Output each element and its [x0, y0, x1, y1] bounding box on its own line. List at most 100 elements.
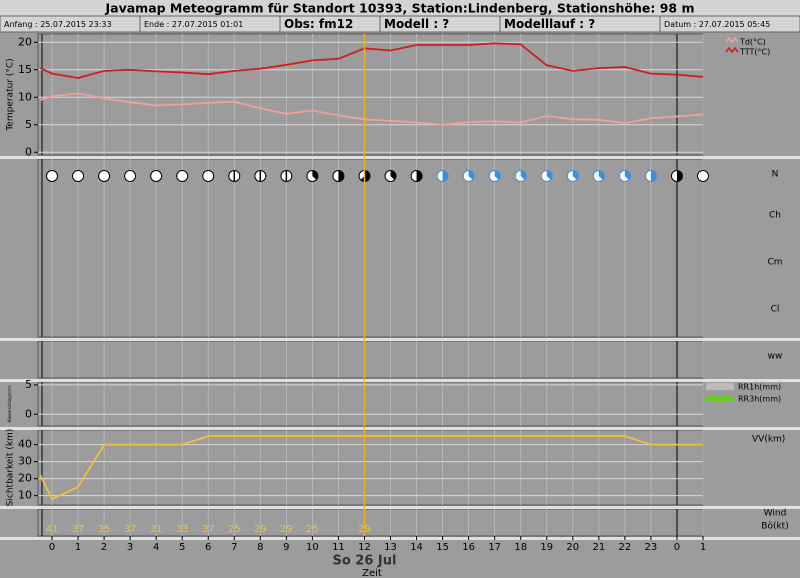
- separator: [0, 338, 800, 341]
- legend-label: RR3h(mm): [738, 395, 781, 404]
- x-tick-label: 14: [410, 542, 423, 553]
- gust-label: 25: [306, 524, 319, 535]
- ww-label: ww: [768, 352, 783, 362]
- cloud-fill: [624, 170, 631, 180]
- x-tick-label: 16: [462, 542, 475, 553]
- x-tick-label: 1: [700, 542, 706, 553]
- gust-label: 41: [46, 524, 59, 535]
- x-tick-label: 0: [674, 542, 680, 553]
- cloud-fill: [676, 170, 683, 182]
- panel: [37, 340, 704, 379]
- cloud-cover: [98, 170, 111, 182]
- title: Javamap Meteogramm für Standort 10393, S…: [105, 1, 695, 16]
- x-tick-label: 8: [257, 542, 263, 553]
- x-tick-label: 2: [101, 542, 107, 553]
- cloud-circle: [202, 170, 215, 182]
- info-cell: Datum : 27.07.2015 05:45: [664, 20, 770, 29]
- legend-swatch: [725, 36, 739, 44]
- panel: [37, 33, 704, 156]
- gust-label: 37: [124, 524, 137, 535]
- gust-label: 31: [150, 524, 163, 535]
- cloud-fill: [520, 170, 527, 180]
- cloud-row-label: Cm: [767, 258, 782, 268]
- y-tick-label: 5: [25, 378, 32, 391]
- gust-label: 25: [228, 524, 241, 535]
- x-tick-label: 12: [358, 542, 371, 553]
- cloud-fill: [360, 170, 370, 182]
- cloud-cover: [228, 170, 241, 182]
- cloud-cover: [514, 170, 527, 182]
- title-bar: [0, 0, 800, 16]
- cloud-fill: [390, 170, 397, 180]
- cloud-fill: [468, 170, 475, 180]
- info-cell: Ende : 27.07.2015 01:01: [144, 20, 243, 29]
- separator: [0, 379, 800, 382]
- wind-label: Wind: [764, 509, 787, 519]
- cloud-cover: [670, 170, 683, 182]
- cloud-circle: [176, 170, 189, 182]
- cloud-circle: [72, 170, 85, 182]
- gust-label: 37: [72, 524, 85, 535]
- cloud-cover: [72, 170, 85, 182]
- legend-label: Td(°C): [739, 38, 766, 47]
- cloud-fill: [598, 170, 605, 180]
- legend-swatch: [706, 383, 734, 390]
- info-cell: Modelllauf : ?: [504, 17, 595, 31]
- cloud-fill: [338, 170, 344, 182]
- cloud-fill: [650, 170, 657, 182]
- legend-label: RR1h(mm): [738, 383, 781, 392]
- cloud-fill: [572, 170, 579, 180]
- gust-label: 35: [98, 524, 111, 535]
- cloud-cover: [540, 170, 553, 182]
- cloud-cover: [384, 170, 397, 182]
- cloud-row-label: Ch: [769, 211, 781, 221]
- cloud-cover: [176, 170, 189, 182]
- cloud-row-label: N: [772, 170, 779, 180]
- legend-swatch: [706, 395, 734, 402]
- x-tick-label: 9: [283, 542, 289, 553]
- y-tick-label: 10: [18, 90, 32, 103]
- info-cell: Obs: fm12: [284, 17, 353, 31]
- x-tick-label: 4: [153, 542, 159, 553]
- y-tick-label: 30: [18, 455, 32, 468]
- y-tick-label: 5: [25, 118, 32, 131]
- legend-label: TTT(°C): [739, 48, 770, 57]
- info-cell: Anfang : 25.07.2015 23:33: [4, 20, 112, 29]
- wind-label: Bö(kt): [761, 522, 788, 532]
- y-axis-label: Niederschlag(mm): [7, 385, 12, 422]
- cloud-cover: [618, 170, 631, 182]
- cloud-cover: [410, 170, 423, 182]
- legend-label: VV(km): [752, 435, 785, 445]
- separator: [0, 427, 800, 430]
- cloud-circle: [150, 170, 163, 182]
- cloud-cover: [202, 170, 215, 182]
- x-tick-label: 1: [75, 542, 81, 553]
- panel: [37, 429, 704, 506]
- cloud-cover: [462, 170, 475, 182]
- legend-swatch: [725, 46, 739, 54]
- y-tick-label: 15: [18, 63, 32, 76]
- cloud-cover: [697, 170, 709, 182]
- x-tick-label: 23: [645, 542, 658, 553]
- x-tick-label: 3: [127, 542, 133, 553]
- cloud-cover: [436, 170, 449, 182]
- info-bar: [0, 15, 800, 33]
- x-tick-label: 19: [540, 542, 553, 553]
- cloud-fill: [546, 170, 553, 180]
- cloud-fill: [416, 170, 423, 182]
- x-tick-label: 15: [436, 542, 449, 553]
- gust-label: 37: [202, 524, 215, 535]
- cloud-circle: [124, 170, 137, 182]
- cloud-circle: [46, 170, 58, 182]
- cloud-cover: [46, 170, 58, 182]
- y-axis-label: Sichtbarkeit (km): [6, 429, 16, 507]
- cloud-fill: [442, 170, 449, 182]
- x-tick-label: 20: [566, 542, 579, 553]
- cloud-cover: [124, 170, 137, 182]
- y-tick-label: 0: [25, 407, 32, 420]
- x-tick-label: 17: [488, 542, 501, 553]
- x-tick-label: 10: [306, 542, 319, 553]
- cloud-cover: [254, 170, 267, 182]
- gust-label: 29: [280, 524, 293, 535]
